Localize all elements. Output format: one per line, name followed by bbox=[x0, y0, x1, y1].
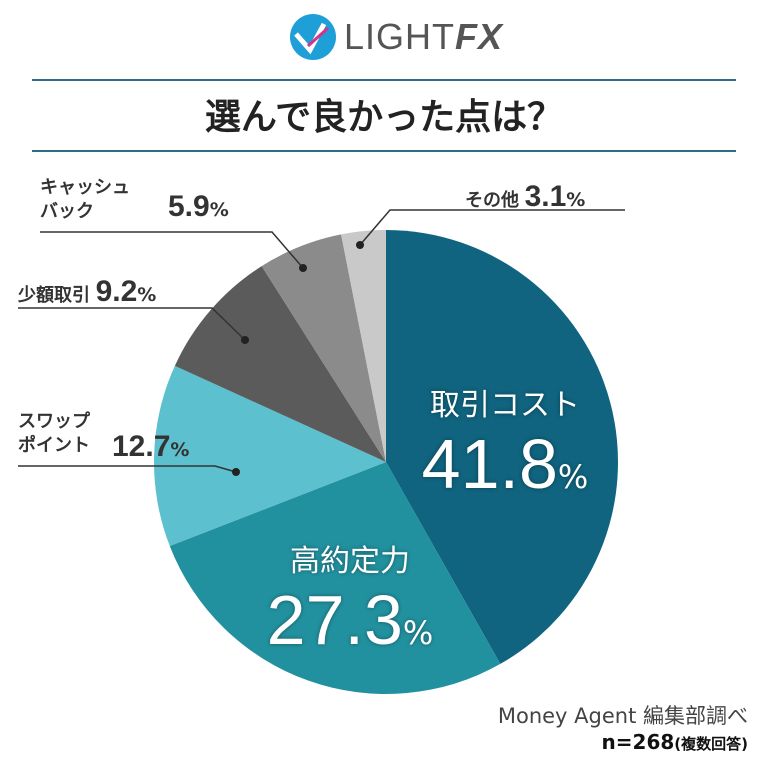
logo-check-icon bbox=[290, 14, 336, 60]
chart-title: 選んで良かった点は？ bbox=[204, 97, 564, 138]
label-cost: 取引コスト 41.8% bbox=[421, 388, 589, 503]
leader-swap bbox=[18, 465, 237, 473]
leader-small-trade-dot bbox=[241, 336, 249, 344]
label-cashback: キャッシュ バック bbox=[40, 177, 130, 222]
logo: LIGHTFX bbox=[288, 12, 503, 62]
slice-other bbox=[341, 230, 386, 462]
slice-swap bbox=[153, 365, 386, 547]
leader-swap-dot bbox=[232, 468, 240, 476]
slice-cashback bbox=[261, 234, 386, 462]
label-small-trade: 少額取引 9.2% bbox=[18, 275, 157, 308]
slice-exec bbox=[169, 462, 501, 694]
logo-text: LIGHTFX bbox=[344, 16, 504, 57]
slice-cost bbox=[386, 230, 618, 664]
leader-cashback-dot bbox=[299, 264, 307, 272]
value-swap: 12.7% bbox=[112, 430, 190, 463]
leader-cashback bbox=[40, 231, 304, 269]
title-rule-top bbox=[32, 79, 736, 81]
slice-small-trade bbox=[174, 266, 386, 462]
leader-other bbox=[359, 209, 625, 246]
leader-other-dot bbox=[356, 241, 364, 249]
label-exec: 高約定力 27.3% bbox=[266, 544, 434, 659]
value-cashback: 5.9% bbox=[168, 190, 229, 223]
leader-small-trade bbox=[18, 307, 246, 341]
source-note: Money Agent 編集部調べ n=268(複数回答) bbox=[497, 704, 748, 754]
title-rule-bottom bbox=[32, 150, 736, 152]
label-other: その他 3.1% bbox=[465, 180, 586, 213]
label-swap: スワップ ポイント bbox=[18, 411, 90, 456]
